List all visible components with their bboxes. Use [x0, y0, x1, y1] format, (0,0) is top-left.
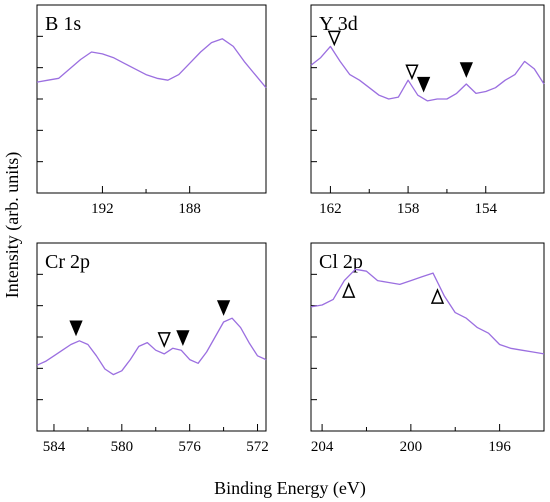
spectrum-line-b-1s — [36, 38, 267, 89]
panel-title: B 1s — [45, 13, 81, 35]
filled-triangle-marker — [459, 62, 473, 78]
x-tick-label: 154 — [475, 201, 498, 217]
filled-triangle-marker — [416, 76, 431, 93]
panel-b-1s: 192 188 B 1s — [36, 4, 267, 217]
panel-title: Cl 2p — [319, 251, 363, 273]
open-triangle-marker — [405, 64, 419, 81]
panel-title: Cr 2p — [45, 251, 90, 273]
x-tick-label: 580 — [111, 439, 134, 455]
x-tick-label: 192 — [91, 201, 114, 217]
x-tick-label: 576 — [178, 439, 201, 455]
x-tick-label: 572 — [246, 439, 269, 455]
open-triangle-marker — [157, 332, 171, 348]
x-tick-label: 200 — [400, 439, 423, 455]
filled-triangle-marker — [216, 300, 231, 316]
panel-title: Y 3d — [319, 13, 358, 35]
open-triangle-marker — [430, 288, 445, 304]
x-tick-label: 188 — [178, 201, 201, 217]
filled-triangle-marker — [69, 320, 83, 337]
open-triangle-marker — [342, 282, 356, 298]
filled-triangle-marker — [176, 330, 190, 346]
spectrum-line-cl-2p — [310, 268, 545, 355]
y-axis-label: Intensity (arb. units) — [2, 152, 23, 298]
x-tick-label: 196 — [488, 439, 511, 455]
panel-y-3d: 162 158 154 Y 3d — [310, 4, 545, 217]
x-tick-label: 204 — [311, 439, 334, 455]
spectrum-line-y-3d — [310, 45, 545, 102]
panel-cr-2p: 584 580 576 572 Cr 2p — [36, 242, 269, 455]
x-tick-label: 158 — [397, 201, 420, 217]
open-triangle-marker — [327, 30, 341, 47]
x-axis-label: Binding Energy (eV) — [214, 478, 366, 499]
spectrum-line-cr-2p — [36, 317, 267, 376]
x-tick-label: 162 — [319, 201, 342, 217]
x-tick-label: 584 — [43, 439, 66, 455]
panel-cl-2p: 204 200 196 Cl 2p — [310, 242, 545, 455]
